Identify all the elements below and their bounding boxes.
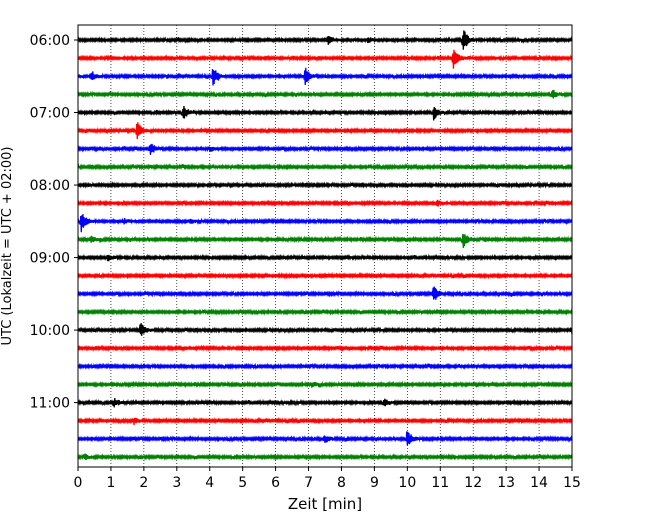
trace-1130	[77, 431, 573, 446]
trace-1045	[77, 380, 573, 389]
y-axis-ticks: 06:00 07:00 08:00 09:00 10:00 11:00	[30, 33, 78, 412]
trace-1145	[77, 453, 573, 461]
y-tick-label: 08:00	[30, 178, 70, 194]
trace-0830	[77, 214, 573, 233]
trace-1115	[77, 416, 573, 426]
trace-0715	[77, 122, 573, 140]
x-tick-label: 5	[238, 475, 247, 491]
trace-1000	[77, 323, 573, 336]
x-tick-label: 3	[172, 475, 181, 491]
plot-frame	[77, 24, 573, 468]
trace-0800	[77, 181, 573, 189]
trace-0845	[77, 234, 573, 248]
trace-1100	[77, 397, 573, 408]
trace-1030	[77, 362, 573, 371]
x-tick-label: 9	[370, 475, 379, 491]
trace-0745	[77, 163, 573, 171]
y-tick-label: 07:00	[30, 106, 70, 122]
x-tick-label: 7	[304, 475, 313, 491]
trace-0930	[77, 286, 573, 300]
trace-0900	[77, 253, 573, 262]
x-tick-label: 15	[563, 475, 581, 491]
trace-0630	[77, 67, 573, 86]
seismogram-traces	[77, 30, 573, 461]
trace-0600	[77, 30, 573, 50]
y-tick-label: 10:00	[30, 323, 70, 339]
trace-0615	[77, 49, 573, 69]
x-axis-label: Zeit [min]	[288, 495, 362, 513]
x-tick-label: 2	[139, 475, 148, 491]
y-axis-label: UTC (Lokalzeit = UTC + 02:00)	[0, 147, 15, 346]
trace-0645	[77, 89, 573, 99]
x-tick-label: 11	[431, 475, 449, 491]
trace-1015	[77, 344, 573, 353]
y-tick-label: 11:00	[30, 396, 70, 412]
trace-0915	[77, 271, 573, 280]
x-tick-label: 12	[464, 475, 482, 491]
x-tick-label: 4	[205, 475, 214, 491]
trace-0700	[77, 105, 573, 121]
y-tick-label: 06:00	[30, 33, 70, 49]
x-tick-label: 14	[530, 475, 548, 491]
x-tick-label: 10	[398, 475, 416, 491]
x-tick-label: 8	[337, 475, 346, 491]
trace-0815	[77, 199, 573, 208]
x-tick-label: 6	[271, 475, 280, 491]
x-axis-ticks: 0 1 2 3 4 5 6 7 8 9 10 11 12 13 14 15	[74, 467, 581, 491]
trace-0945	[77, 308, 573, 316]
y-tick-label: 09:00	[30, 251, 70, 267]
x-tick-label: 1	[106, 475, 115, 491]
trace-0730	[77, 143, 573, 155]
x-tick-label: 13	[497, 475, 515, 491]
x-tick-label: 0	[74, 475, 83, 491]
